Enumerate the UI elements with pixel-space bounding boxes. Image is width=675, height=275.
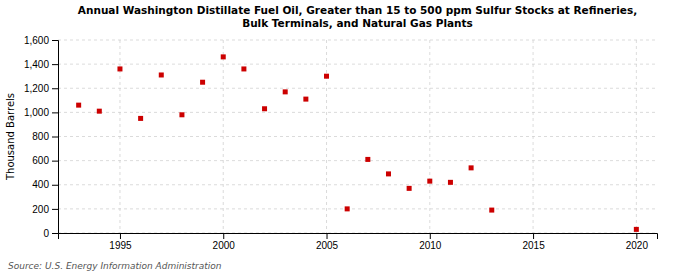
chart-svg: 1995 2000 2005 2010 2015 2020 0 200 400 600 800 1,0… [0, 0, 675, 275]
points [76, 54, 639, 231]
x-axis-tick-mark [430, 233, 431, 239]
y-axis-tick: 200 [32, 204, 58, 215]
y-axis-tick: 0 [43, 228, 58, 239]
point [345, 206, 350, 211]
x-axis-tick: 1995 [109, 233, 132, 251]
point [76, 103, 81, 108]
grid-line-y [58, 184, 657, 185]
y-axis-tick-label: 600 [32, 155, 49, 166]
x-axis-tick: 2000 [213, 233, 236, 251]
point [365, 157, 370, 162]
x-axis-tick-label: 1995 [109, 240, 132, 251]
point [241, 66, 246, 71]
y-axis-tick-label: 1,600 [24, 35, 49, 46]
y-axis-tick-label: 1,400 [24, 59, 49, 70]
grid-line-y [58, 112, 657, 113]
x-axis-tick-mark [636, 233, 637, 239]
y-axis-tick-mark [52, 88, 58, 89]
point [489, 208, 494, 213]
source-note: Source: U.S. Energy Information Administ… [8, 261, 222, 271]
y-axis-tick-mark [52, 40, 58, 41]
point [407, 186, 412, 191]
x-axis-tick-label: 2005 [316, 240, 339, 251]
y-axis-tick-label: 1,000 [24, 107, 49, 118]
x-axis-tick-mark [120, 233, 121, 239]
point [469, 165, 474, 170]
point [448, 180, 453, 185]
plot-area: 1995 2000 2005 2010 2015 2020 0 200 400 600 800 1,0… [24, 35, 658, 251]
y-axis-tick: 1,200 [24, 83, 58, 94]
point [159, 72, 164, 77]
point [200, 80, 205, 85]
point [117, 66, 122, 71]
y-axis-tick-mark [52, 185, 58, 186]
x-axis-tick-label: 2020 [626, 240, 649, 251]
x-axis-tick-mark [327, 233, 328, 239]
y-axis: 0 200 400 600 800 1,000 1,200 1,400 1,600 [24, 35, 59, 239]
grid-line-x [326, 40, 327, 233]
y-axis-tick: 1,400 [24, 59, 58, 70]
y-axis-tick-label: 1,200 [24, 83, 49, 94]
x-axis-tick: 2010 [419, 233, 442, 251]
y-axis-tick-mark [52, 64, 58, 65]
grid [58, 40, 657, 233]
y-axis-tick-label: 400 [32, 179, 49, 190]
y-axis-tick-mark [52, 233, 58, 234]
grid-line-x [533, 40, 534, 233]
grid-line-x [223, 40, 224, 233]
y-axis-tick-mark [52, 112, 58, 113]
x-axis-tick-label: 2015 [522, 240, 545, 251]
point [138, 116, 143, 121]
y-axis-line [52, 41, 59, 234]
grid-line-y [58, 136, 657, 137]
x-axis-tick-label: 2010 [419, 240, 442, 251]
y-axis-tick-label: 200 [32, 204, 49, 215]
grid-line-y [58, 208, 657, 209]
title-line: Bulk Terminals, and Natural Gas Plants [242, 17, 473, 29]
x-axis-tick-label: 2000 [213, 240, 236, 251]
x-axis-tick: 2005 [316, 233, 339, 251]
grid-line-y [58, 64, 657, 65]
y-axis-tick-label: 0 [43, 228, 49, 239]
title-line: Annual Washington Distillate Fuel Oil, G… [78, 4, 637, 16]
chart-container: 1995 2000 2005 2010 2015 2020 0 200 400 600 800 1,0… [0, 0, 675, 275]
y-axis-tick-mark [52, 161, 58, 162]
x-axis-line [59, 234, 658, 240]
x-axis-tick-mark [223, 233, 224, 239]
point [283, 89, 288, 94]
y-axis-tick: 800 [32, 131, 58, 142]
y-axis-tick: 1,600 [24, 35, 58, 46]
point [179, 112, 184, 117]
y-axis-tick: 600 [32, 155, 58, 166]
y-axis-title: Thousand Barrels [5, 93, 16, 181]
y-axis-tick-mark [52, 209, 58, 210]
grid-line-y [58, 40, 657, 41]
grid-line-y [58, 160, 657, 161]
title: Annual Washington Distillate Fuel Oil, G… [78, 4, 637, 29]
x-axis-tick: 2015 [522, 233, 545, 251]
point [634, 227, 639, 232]
grid-line-x [636, 40, 637, 233]
x-axis-tick-mark [533, 233, 534, 239]
y-axis-tick-label: 800 [32, 131, 49, 142]
y-axis-tick: 400 [32, 179, 58, 190]
y-axis-tick: 1,000 [24, 107, 58, 118]
x-axis: 1995 2000 2005 2010 2015 2020 [59, 233, 658, 251]
grid-line-x [429, 40, 430, 233]
point [303, 97, 308, 102]
point [324, 74, 329, 79]
x-axis-tick: 2020 [626, 233, 649, 251]
point [427, 179, 432, 184]
grid-line-y [58, 88, 657, 89]
point [97, 109, 102, 114]
y-axis-tick-mark [52, 137, 58, 138]
point [221, 54, 226, 59]
point [386, 171, 391, 176]
point [262, 106, 267, 111]
